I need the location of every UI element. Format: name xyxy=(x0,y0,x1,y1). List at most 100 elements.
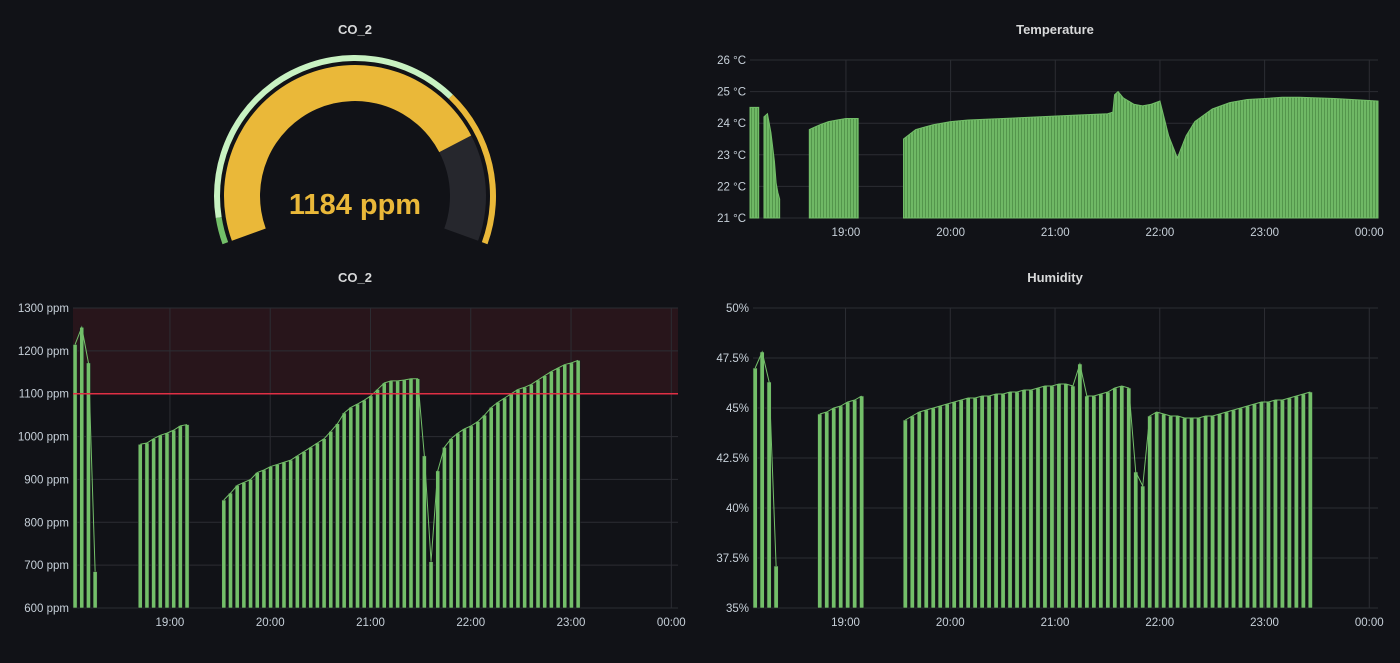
humidity-bar xyxy=(986,395,992,609)
humidity-bar xyxy=(1007,391,1013,609)
humidity-bar xyxy=(1035,387,1041,609)
co2-bar xyxy=(495,401,501,609)
humidity-bar xyxy=(1300,393,1306,609)
gauge-svg: 1184 ppm xyxy=(214,55,496,245)
co2-bar xyxy=(184,424,190,609)
humidity-bar xyxy=(752,367,758,609)
temperature-chart: 21 °C 22 °C 23 °C 24 °C 25 °C 26 °C 19:00 20:00… xyxy=(717,55,1384,239)
humidity-bar xyxy=(1056,383,1062,609)
humidity-chart: 35% 37.5% 40% 42.5% 45% 47.5% 50% 19:00 20:00 21:… xyxy=(716,303,1383,629)
humidity-bar xyxy=(930,407,936,609)
humidity-bar xyxy=(1175,415,1181,609)
humidity-bar xyxy=(972,397,978,609)
co2-bar xyxy=(569,362,574,609)
co2-bar xyxy=(248,479,253,609)
co2-bar xyxy=(482,414,487,609)
humidity-bar xyxy=(759,351,765,609)
humidity-bar xyxy=(852,399,858,609)
humidity-bar xyxy=(1154,411,1160,609)
co2-bar xyxy=(321,438,327,609)
humidity-bar xyxy=(958,399,964,609)
co2-bar xyxy=(355,403,360,609)
co2-bar xyxy=(92,571,98,609)
humidity-bar xyxy=(1161,413,1167,609)
humidity-bar xyxy=(993,393,999,609)
co2-bar xyxy=(428,561,434,609)
temperature-x-tick-label: 23:00 xyxy=(1250,227,1279,239)
co2-bar xyxy=(415,378,421,609)
humidity-bar xyxy=(824,411,830,609)
humidity-x-tick-label: 23:00 xyxy=(1250,617,1279,629)
humidity-bar xyxy=(1126,387,1132,609)
humidity-bar xyxy=(1028,389,1034,609)
co2-bar xyxy=(268,466,273,609)
temperature-area-segment xyxy=(808,117,859,219)
humidity-bar xyxy=(1014,391,1020,609)
co2-x-tick-label: 20:00 xyxy=(256,617,285,629)
co2-bar xyxy=(522,386,528,609)
humidity-panel: Humidity 35% 37.5% 40% 42.5% 45% 47.5% 50% 19:0… xyxy=(710,255,1400,663)
humidity-bar xyxy=(1238,407,1243,609)
temperature-area-segment xyxy=(749,106,760,219)
co2-panel: CO_2 600 ppm 700 ppm 800 ppm 900 ppm 1000 pp… xyxy=(0,255,710,663)
co2-bar xyxy=(368,395,374,609)
humidity-bar xyxy=(845,401,851,609)
humidity-series-line xyxy=(754,350,777,567)
co2-bar xyxy=(335,423,340,609)
humidity-y-tick-label: 50% xyxy=(726,303,749,315)
humidity-bar xyxy=(979,395,985,609)
co2-bar xyxy=(488,407,494,609)
humidity-bar xyxy=(937,405,943,609)
humidity-bar xyxy=(1196,417,1202,609)
humidity-x-tick-label: 20:00 xyxy=(936,617,965,629)
humidity-bar xyxy=(1119,385,1125,609)
humidity-bar xyxy=(909,415,915,609)
temperature-y-tick-label: 21 °C xyxy=(717,213,746,225)
temperature-y-tick-label: 24 °C xyxy=(717,118,746,130)
humidity-bar xyxy=(1293,395,1299,609)
co2-bar xyxy=(575,359,581,609)
co2-bar xyxy=(241,482,247,609)
gauge-value-text: 1184 ppm xyxy=(289,189,421,221)
co2-bar xyxy=(228,492,233,609)
co2-bar xyxy=(137,443,143,609)
temperature-x-tick-label: 19:00 xyxy=(832,227,861,239)
humidity-bar xyxy=(1252,403,1257,609)
humidity-bar xyxy=(965,397,971,609)
humidity-bar xyxy=(831,407,837,609)
co2-bar xyxy=(164,432,170,609)
co2-y-tick-label: 800 ppm xyxy=(24,517,69,529)
humidity-bar xyxy=(1091,395,1097,609)
co2-bar xyxy=(361,399,367,609)
co2-bar xyxy=(401,379,407,609)
humidity-bar xyxy=(1063,383,1069,609)
humidity-bar xyxy=(1203,415,1209,609)
co2-bar xyxy=(294,455,300,609)
temperature-area-segment xyxy=(763,112,781,219)
co2-bar xyxy=(528,383,534,609)
co2-series-line xyxy=(140,424,188,445)
gauge-threshold-band-2 xyxy=(448,94,496,245)
humidity-bar xyxy=(1307,391,1313,609)
humidity-bar xyxy=(1147,415,1153,609)
humidity-bar xyxy=(951,401,957,609)
co2-bar xyxy=(375,389,380,609)
humidity-bar xyxy=(1279,399,1285,609)
humidity-bar xyxy=(1049,385,1055,609)
gauge-value-arc xyxy=(223,64,472,241)
temperature-x-tick-label: 20:00 xyxy=(936,227,965,239)
humidity-bar xyxy=(1112,387,1118,609)
co2-bar xyxy=(171,429,177,609)
co2-chart: 600 ppm 700 ppm 800 ppm 900 ppm 1000 ppm 1100… xyxy=(18,303,686,629)
humidity-bar xyxy=(817,413,823,609)
co2-bar xyxy=(281,461,287,609)
co2-x-tick-label: 23:00 xyxy=(557,617,586,629)
co2-bar xyxy=(308,446,314,609)
co2-bar xyxy=(151,438,156,609)
humidity-bar xyxy=(1182,417,1188,609)
humidity-bar xyxy=(1084,395,1090,609)
humidity-bar xyxy=(1077,363,1083,609)
co2-bar xyxy=(261,469,267,609)
co2-bar xyxy=(442,446,447,609)
humidity-bar xyxy=(1265,401,1271,609)
